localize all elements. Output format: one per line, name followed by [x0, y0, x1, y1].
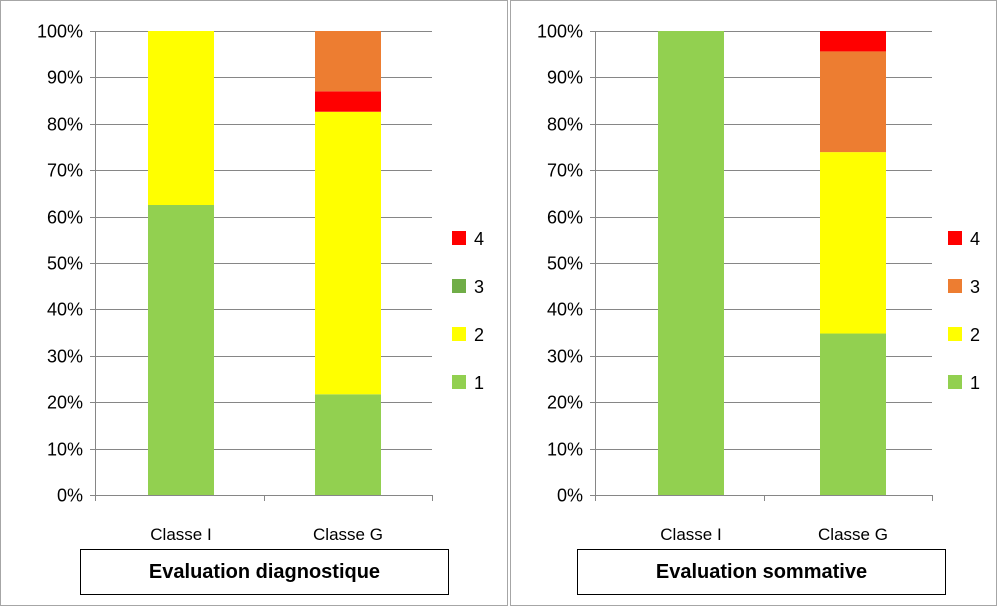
legend-swatch: [948, 279, 962, 293]
y-tick-label: 10%: [547, 440, 583, 460]
legend-label: 3: [474, 277, 484, 297]
x-category-label: Classe G: [313, 525, 383, 544]
y-tick-label: 90%: [547, 68, 583, 88]
chart-panel-diagnostique: 0% 10% 20% 30% 40% 50% 60% 70% 80% 90% 100% Classe …: [0, 0, 508, 606]
y-tick-label: 70%: [547, 161, 583, 181]
chart-diagnostique: 0% 10% 20% 30% 40% 50% 60% 70% 80% 90% 100% Classe …: [0, 0, 508, 606]
legend-swatch: [452, 375, 466, 389]
bar-segment-1: [315, 394, 381, 495]
bar-segment-2: [148, 31, 214, 205]
legend-label: 2: [474, 325, 484, 345]
bar-segment-1: [658, 31, 724, 495]
y-tick-label: 0%: [557, 486, 583, 506]
y-tick-label: 40%: [47, 300, 83, 320]
bar-segment-1: [820, 333, 886, 495]
legend-swatch: [948, 327, 962, 341]
legend-label: 4: [474, 229, 484, 249]
bar-segment-2: [315, 111, 381, 395]
bar-segment: [315, 31, 381, 92]
chart-title: Evaluation diagnostique: [80, 549, 449, 595]
y-tick-label: 20%: [547, 393, 583, 413]
x-category-label: Classe I: [660, 525, 721, 544]
bar-segment-4: [820, 31, 886, 52]
legend-label: 4: [970, 229, 980, 249]
legend-swatch: [452, 231, 466, 245]
bar-segment-1: [148, 205, 214, 495]
chart-panel-sommative: 0% 10% 20% 30% 40% 50% 60% 70% 80% 90% 100% Classe …: [510, 0, 997, 606]
y-tick-label: 80%: [547, 115, 583, 135]
legend-label: 1: [474, 373, 484, 393]
chart-frame: [510, 0, 997, 606]
y-tick-label: 50%: [547, 254, 583, 274]
legend-swatch: [452, 279, 466, 293]
y-tick-label: 100%: [37, 22, 83, 42]
y-tick-label: 60%: [547, 208, 583, 228]
y-tick-label: 30%: [47, 347, 83, 367]
bar-segment-2: [820, 152, 886, 334]
y-tick-label: 0%: [57, 486, 83, 506]
chart-sommative: 0% 10% 20% 30% 40% 50% 60% 70% 80% 90% 100% Classe …: [510, 0, 997, 606]
y-tick-label: 50%: [47, 254, 83, 274]
y-tick-label: 90%: [47, 68, 83, 88]
x-category-label: Classe G: [818, 525, 888, 544]
legend-label: 3: [970, 277, 980, 297]
bar-segment-3: [820, 51, 886, 153]
y-tick-label: 100%: [537, 22, 583, 42]
y-tick-label: 10%: [47, 440, 83, 460]
legend-label: 1: [970, 373, 980, 393]
legend-swatch: [948, 231, 962, 245]
y-tick-label: 40%: [547, 300, 583, 320]
y-tick-label: 80%: [47, 115, 83, 135]
legend-label: 2: [970, 325, 980, 345]
legend-swatch: [948, 375, 962, 389]
x-category-label: Classe I: [150, 525, 211, 544]
chart-title: Evaluation sommative: [577, 549, 946, 595]
legend-swatch: [452, 327, 466, 341]
y-tick-label: 60%: [47, 208, 83, 228]
y-tick-label: 30%: [547, 347, 583, 367]
bar-segment-4: [315, 91, 381, 112]
y-tick-label: 70%: [47, 161, 83, 181]
y-tick-label: 20%: [47, 393, 83, 413]
